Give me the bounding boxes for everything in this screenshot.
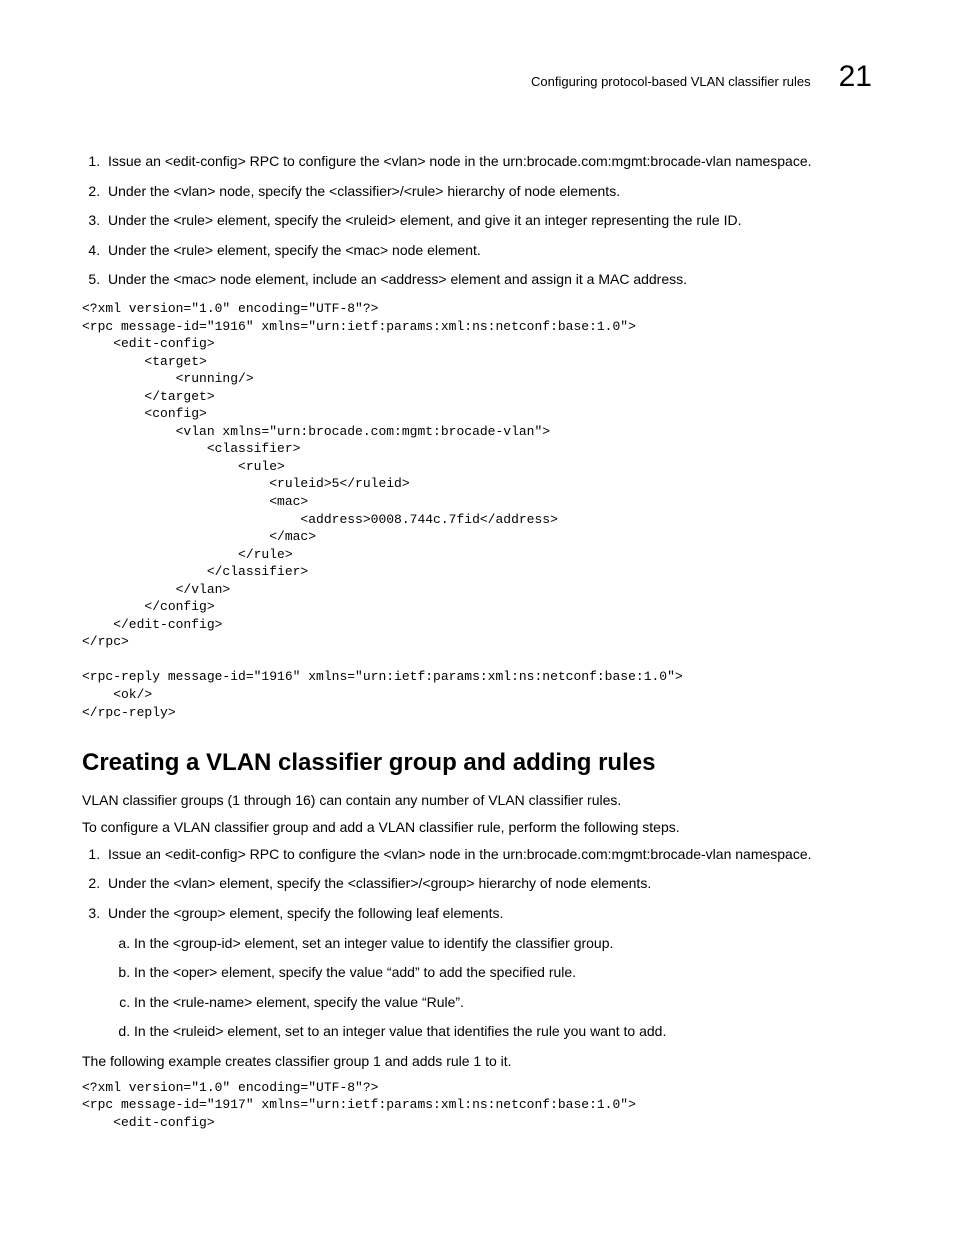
paragraph: To configure a VLAN classifier group and… <box>82 818 872 837</box>
step-item: Under the <vlan> node, specify the <clas… <box>104 182 872 202</box>
step-item: Under the <rule> element, specify the <r… <box>104 211 872 231</box>
running-header: Configuring protocol-based VLAN classifi… <box>82 62 872 92</box>
chapter-number: 21 <box>839 62 872 92</box>
running-title: Configuring protocol-based VLAN classifi… <box>531 74 811 89</box>
section-heading: Creating a VLAN classifier group and add… <box>82 749 872 777</box>
step-text: Under the <group> element, specify the f… <box>108 905 503 921</box>
paragraph: The following example creates classifier… <box>82 1052 872 1071</box>
step-item: Issue an <edit-config> RPC to configure … <box>104 152 872 172</box>
step-item: Under the <vlan> element, specify the <c… <box>104 874 872 894</box>
substep-item: In the <ruleid> element, set to an integ… <box>134 1022 872 1042</box>
step-item: Issue an <edit-config> RPC to configure … <box>104 845 872 865</box>
paragraph: VLAN classifier groups (1 through 16) ca… <box>82 791 872 810</box>
code-block-b: <?xml version="1.0" encoding="UTF-8"?> <… <box>82 1079 872 1132</box>
substep-item: In the <group-id> element, set an intege… <box>134 934 872 954</box>
substep-item: In the <rule-name> element, specify the … <box>134 993 872 1013</box>
steps-list-a: Issue an <edit-config> RPC to configure … <box>82 152 872 290</box>
code-block-a: <?xml version="1.0" encoding="UTF-8"?> <… <box>82 300 872 721</box>
step-item: Under the <group> element, specify the f… <box>104 904 872 1042</box>
substeps-list: In the <group-id> element, set an intege… <box>108 934 872 1042</box>
page: Configuring protocol-based VLAN classifi… <box>0 0 954 1235</box>
step-item: Under the <rule> element, specify the <m… <box>104 241 872 261</box>
step-item: Under the <mac> node element, include an… <box>104 270 872 290</box>
substep-item: In the <oper> element, specify the value… <box>134 963 872 983</box>
steps-list-b: Issue an <edit-config> RPC to configure … <box>82 845 872 1042</box>
